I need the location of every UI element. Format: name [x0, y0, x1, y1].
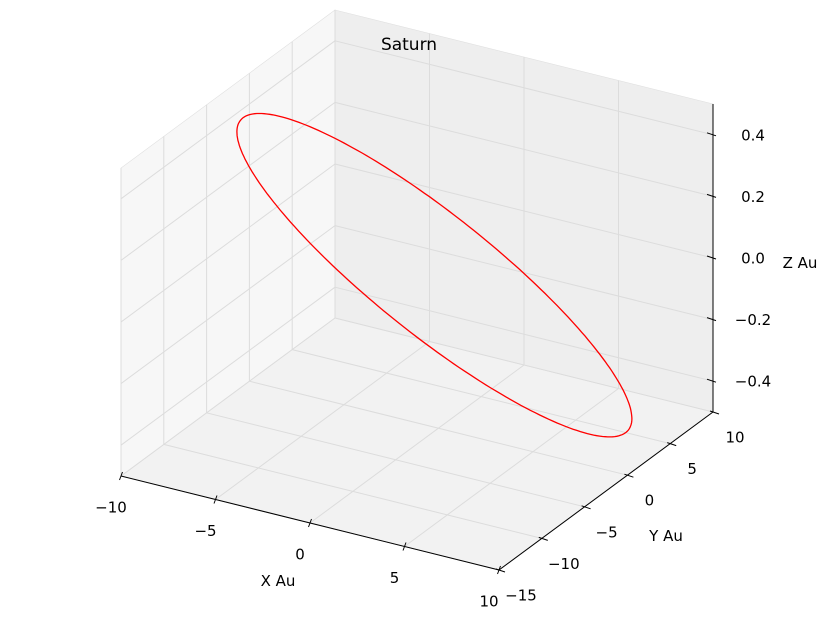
y-tick-label: −15 — [505, 587, 537, 605]
grid-line-z — [334, 40, 714, 136]
x-tick-label: 5 — [390, 569, 400, 587]
y-tick-label: 10 — [725, 429, 744, 447]
axis-lines — [119, 104, 720, 575]
y-axis-label: Y Au — [648, 527, 683, 545]
z-tick — [706, 132, 717, 137]
grid-line-y — [206, 412, 585, 508]
y-tick — [581, 505, 591, 510]
grid-line-y — [292, 349, 671, 445]
grid-line-y — [249, 380, 628, 476]
x-tick-label: 10 — [479, 593, 498, 611]
grid-line-y — [334, 317, 714, 413]
z-tick — [706, 255, 717, 260]
grid-line-z — [120, 163, 336, 323]
orbit-line — [236, 112, 633, 438]
x-tick — [402, 542, 407, 551]
y-tick-label: 5 — [687, 460, 697, 478]
y-tick-label: 0 — [645, 492, 655, 510]
x-tick — [213, 495, 218, 504]
x-axis-label: X Au — [261, 572, 296, 590]
grid-line-x — [215, 341, 430, 500]
z-tick — [706, 317, 717, 322]
x-tick-label: −5 — [194, 522, 216, 540]
y-tick — [709, 410, 720, 415]
y-tick-label: −10 — [548, 555, 580, 573]
y-tick — [667, 442, 677, 447]
y-tick-label: −5 — [596, 523, 618, 541]
x-tick — [119, 471, 123, 481]
grid-line-z — [334, 225, 714, 321]
tick-labels: −10 −5 0 5 10 −15 −10 −5 0 5 10 −0.4 −0.2 0.0 0.2 0.4 — [95, 126, 771, 610]
z-tick-label: −0.4 — [735, 373, 771, 391]
grid-line-x — [309, 364, 525, 524]
y-tick — [538, 536, 548, 541]
z-axis-label: Z Au — [783, 254, 818, 272]
grid-line-z — [334, 101, 714, 197]
y-tick — [624, 473, 634, 478]
grid-line-z — [120, 40, 336, 200]
y-axis-line — [498, 411, 714, 571]
z-tick — [706, 378, 717, 383]
x-tick-label: 0 — [295, 546, 305, 564]
grid-line-z — [120, 101, 336, 261]
grid-line-z — [334, 163, 714, 259]
grid-line-z — [120, 286, 336, 446]
grid-line-x — [120, 317, 336, 477]
series-layer — [236, 112, 633, 438]
x-tick — [308, 518, 312, 528]
y-tick — [495, 568, 506, 573]
z-tick-label: 0.4 — [741, 126, 765, 144]
z-tick-label: 0.0 — [741, 250, 765, 268]
grid-line-z — [120, 225, 336, 385]
chart-title: Saturn — [381, 35, 437, 55]
axes-panes — [120, 9, 714, 571]
grid-line-z — [334, 286, 714, 382]
z-tick — [706, 193, 717, 198]
z-tick-label: 0.2 — [741, 188, 765, 206]
z-tick-label: −0.2 — [735, 311, 771, 329]
x-tick-label: −10 — [95, 499, 127, 517]
grid-line-x — [404, 388, 619, 547]
grid-line-y — [163, 443, 542, 539]
